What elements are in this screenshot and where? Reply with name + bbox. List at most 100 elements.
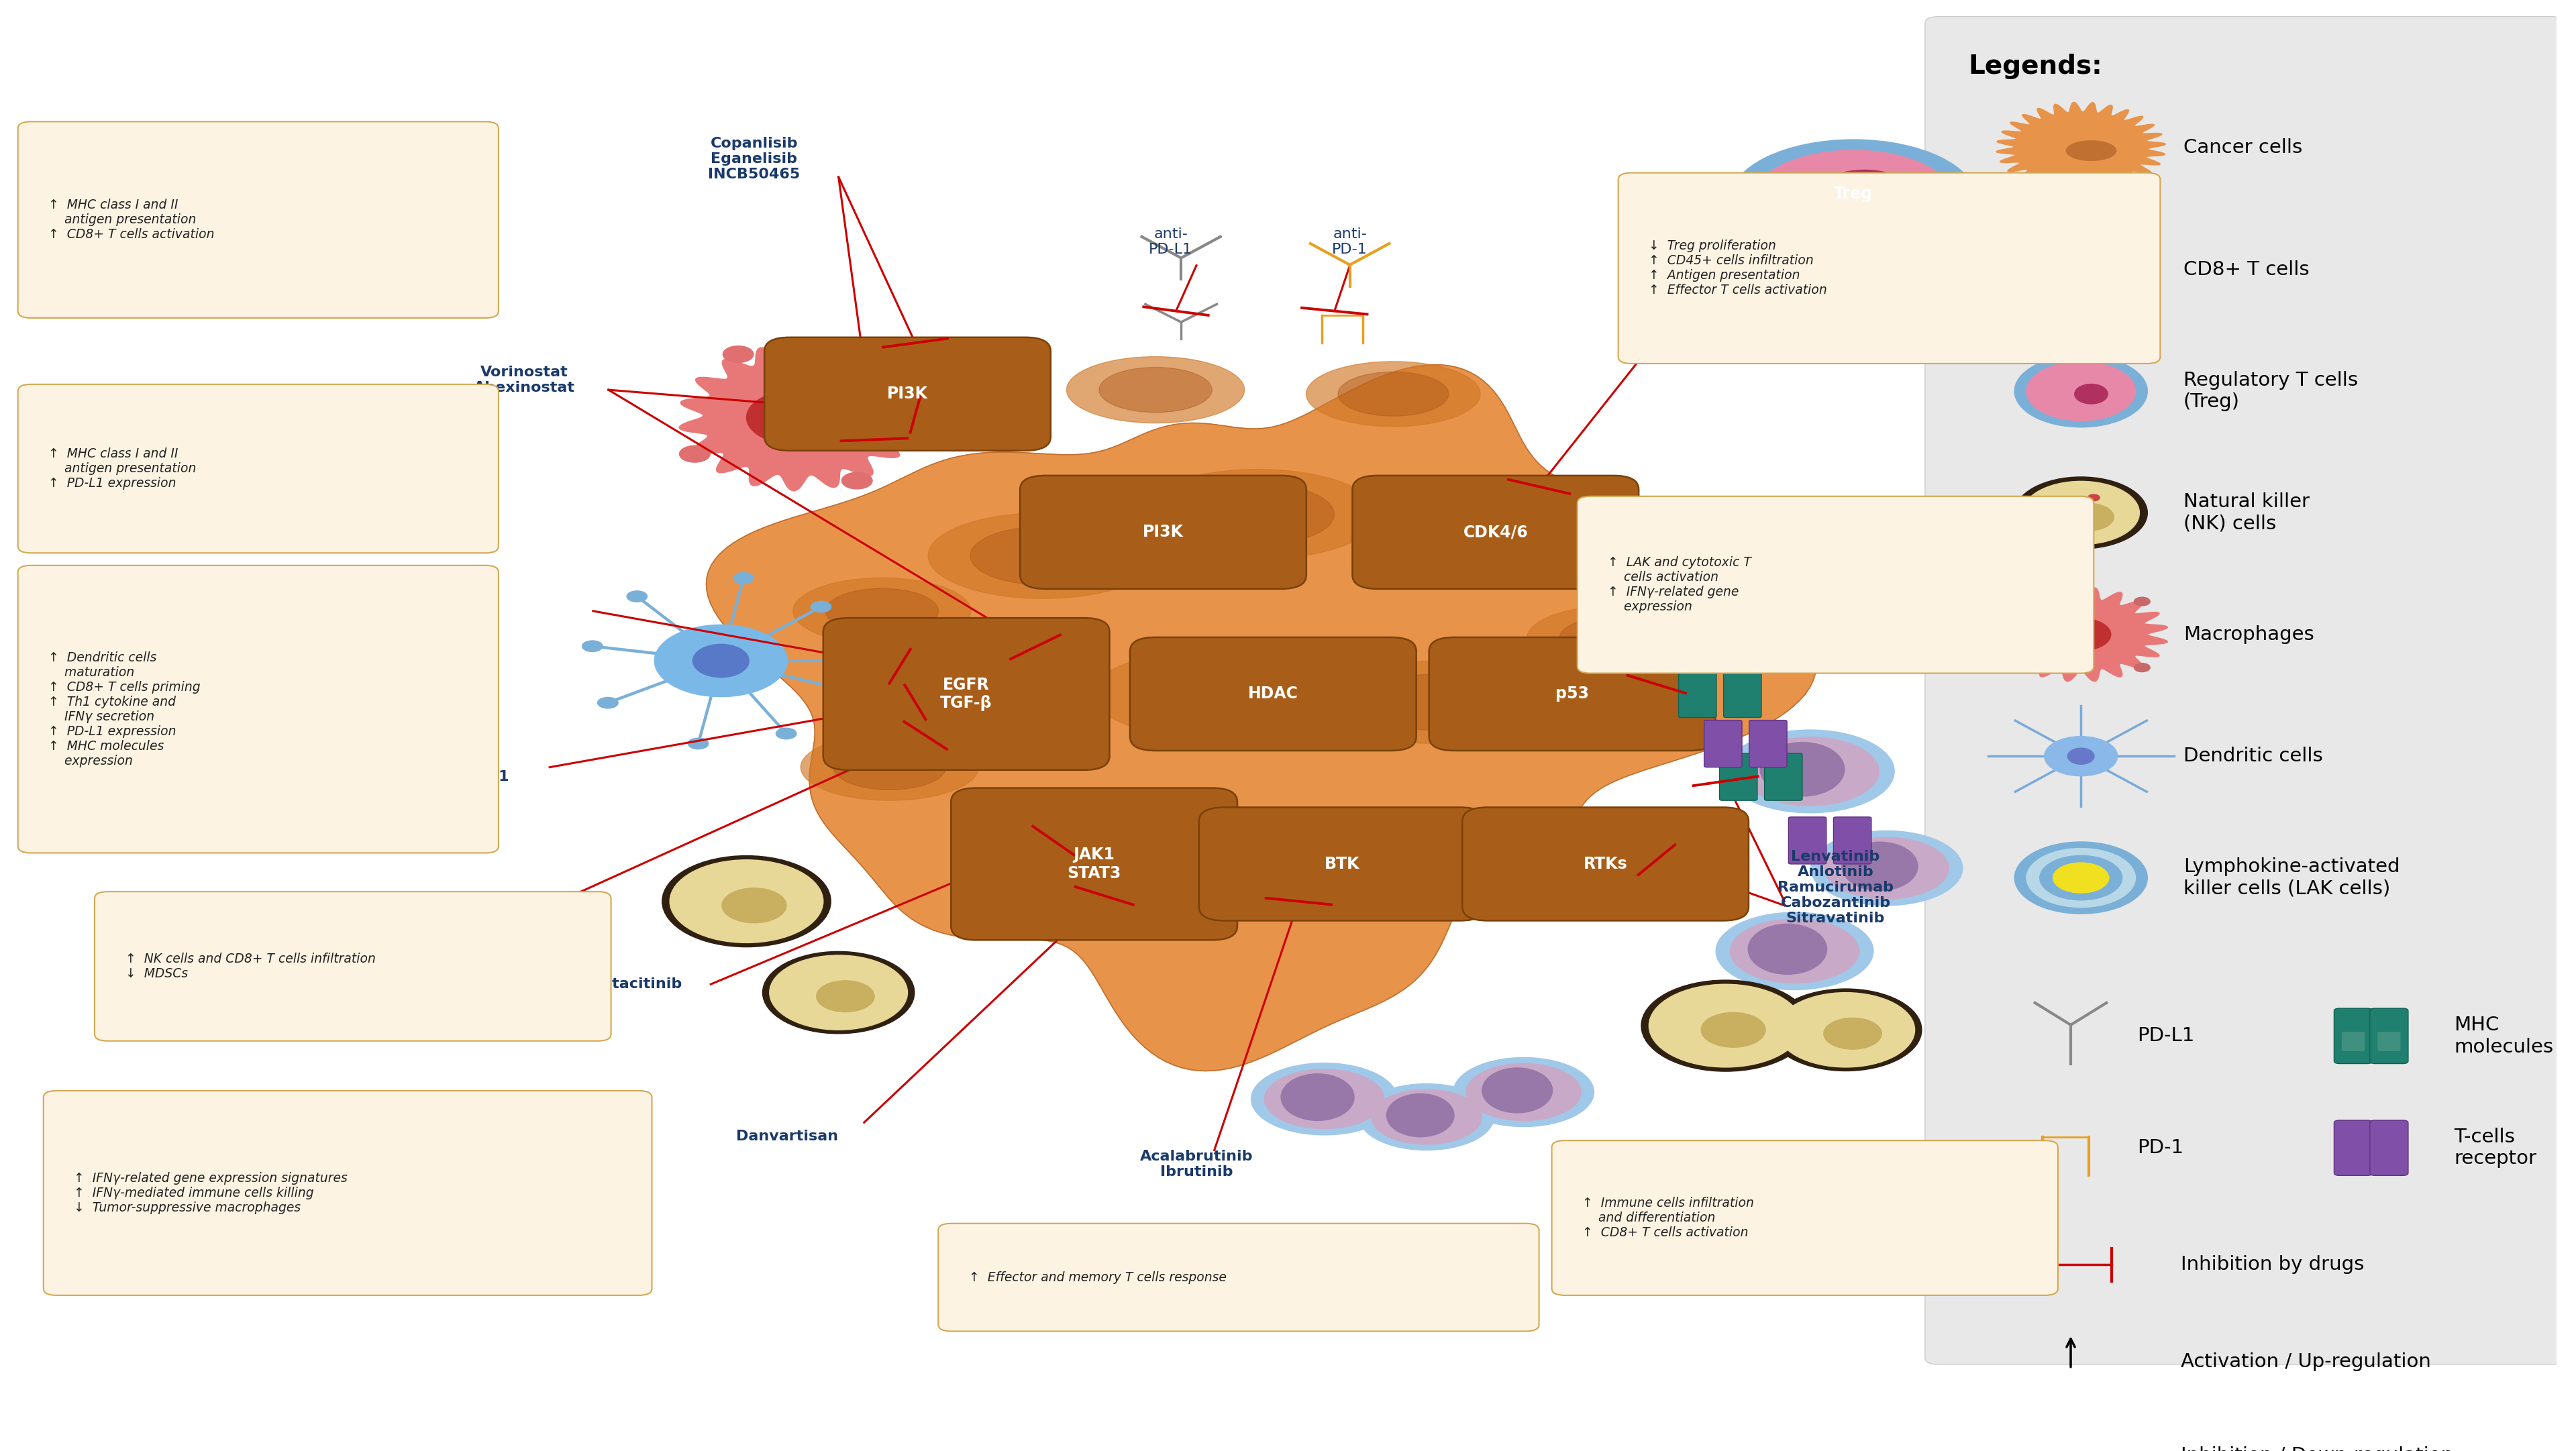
Circle shape [842,656,863,666]
Circle shape [811,601,832,612]
FancyBboxPatch shape [2370,1120,2409,1175]
FancyBboxPatch shape [2378,1032,2401,1051]
FancyBboxPatch shape [2342,1032,2365,1051]
Circle shape [762,952,914,1033]
Text: Macrophages: Macrophages [2184,625,2313,644]
Text: Danvartisan: Danvartisan [737,1130,837,1143]
FancyBboxPatch shape [1924,16,2563,1364]
Text: Treg: Treg [1834,186,1873,202]
Circle shape [770,955,907,1030]
FancyBboxPatch shape [2370,1008,2409,1064]
FancyBboxPatch shape [1577,496,2094,673]
Text: anti-
PD-L1: anti- PD-L1 [1149,228,1193,257]
Circle shape [2012,663,2027,672]
Circle shape [734,573,755,583]
FancyBboxPatch shape [1131,637,1417,750]
Text: Copanlisib
Eganelisib
INCB50465: Copanlisib Eganelisib INCB50465 [708,136,801,181]
Circle shape [2050,618,2110,650]
Circle shape [775,728,796,739]
Ellipse shape [1481,1068,1553,1113]
Text: Natural killer
(NK) cells: Natural killer (NK) cells [2184,492,2308,533]
Ellipse shape [1752,151,1955,251]
Circle shape [2014,234,2148,306]
Circle shape [1667,544,1860,650]
Circle shape [747,390,848,445]
Circle shape [2027,849,2136,907]
Text: Lenvatinib
Anlotinib
Ramucirumab
Cabozantinib
Sitravatinib: Lenvatinib Anlotinib Ramucirumab Cabozan… [1777,850,1893,926]
Ellipse shape [1824,837,1950,900]
Circle shape [835,683,853,695]
Text: Ad-p53 (Gendicine): Ad-p53 (Gendicine) [1747,498,1909,511]
Text: Lymphokine-activated
killer cells (LAK cells): Lymphokine-activated killer cells (LAK c… [2184,858,2401,898]
FancyBboxPatch shape [18,566,500,853]
Text: Legends:: Legends: [1968,54,2102,80]
Ellipse shape [1360,1084,1494,1151]
Text: Abemaciclib: Abemaciclib [1656,250,1759,263]
FancyBboxPatch shape [1765,753,1803,801]
Text: ↑  Effector and memory T cells response: ↑ Effector and memory T cells response [969,1271,1226,1284]
Ellipse shape [1066,357,1244,424]
Circle shape [1649,535,1878,659]
Ellipse shape [899,663,1054,724]
Circle shape [1649,984,1803,1066]
Circle shape [2071,519,2081,525]
Ellipse shape [693,644,750,678]
Ellipse shape [1327,660,1548,744]
Text: EGFR
TGF-β: EGFR TGF-β [940,676,992,711]
Ellipse shape [1280,1074,1355,1120]
FancyBboxPatch shape [2334,1120,2372,1175]
Circle shape [1700,1013,1765,1048]
Text: Vorinostat
Abexinostat: Vorinostat Abexinostat [474,366,574,395]
Circle shape [1824,1019,1880,1049]
FancyBboxPatch shape [1705,720,1741,768]
Text: ↑  IFNγ-related gene expression signatures
↑  IFNγ-mediated immune cells killing: ↑ IFNγ-related gene expression signature… [75,1172,348,1214]
FancyBboxPatch shape [18,385,500,553]
Circle shape [662,856,832,948]
Ellipse shape [2056,255,2092,279]
FancyBboxPatch shape [44,1091,652,1296]
Circle shape [654,625,788,696]
Circle shape [688,739,708,749]
Text: ↓  Treg proliferation
↑  CD45+ cells infiltration
↑  Antigen presentation
↑  Eff: ↓ Treg proliferation ↑ CD45+ cells infil… [1649,239,1826,296]
FancyBboxPatch shape [938,1223,1538,1331]
Ellipse shape [2066,141,2115,161]
Text: Bintrafusp alpha (M7824): Bintrafusp alpha (M7824) [178,930,394,945]
Circle shape [2027,239,2136,299]
Circle shape [721,888,786,923]
Ellipse shape [969,818,1190,901]
Polygon shape [1994,588,2166,682]
Circle shape [680,445,711,463]
Ellipse shape [801,734,979,801]
Ellipse shape [1182,827,1401,908]
Text: PD-1: PD-1 [2138,1139,2184,1158]
FancyBboxPatch shape [1749,720,1788,768]
Ellipse shape [1396,508,1543,566]
Circle shape [1777,992,1914,1066]
Circle shape [2087,495,2099,501]
Circle shape [2027,361,2136,421]
Circle shape [2063,503,2115,531]
Ellipse shape [832,744,945,789]
Circle shape [2133,663,2151,672]
Polygon shape [680,344,917,490]
Ellipse shape [1337,371,1448,416]
Circle shape [842,473,873,489]
Text: ↑  Immune cells infiltration
    and differentiation
↑  CD8+ T cells activation: ↑ Immune cells infiltration and differen… [1582,1197,1754,1239]
Circle shape [2014,842,2148,914]
Ellipse shape [1182,483,1334,544]
Text: Dendritic cells: Dendritic cells [2184,747,2324,766]
FancyBboxPatch shape [18,122,500,318]
Ellipse shape [1528,605,1705,672]
Text: p53: p53 [1556,686,1589,702]
Text: PD-L1: PD-L1 [2138,1026,2195,1045]
FancyBboxPatch shape [1352,476,1638,589]
Text: RTKs: RTKs [1584,856,1628,872]
Circle shape [2014,477,2148,548]
Ellipse shape [1726,730,1893,813]
Circle shape [724,345,755,363]
Circle shape [670,860,824,943]
Ellipse shape [1007,831,1149,888]
Text: T-cells
receptor: T-cells receptor [2455,1127,2537,1168]
Ellipse shape [1092,651,1321,737]
FancyBboxPatch shape [1198,807,1486,921]
